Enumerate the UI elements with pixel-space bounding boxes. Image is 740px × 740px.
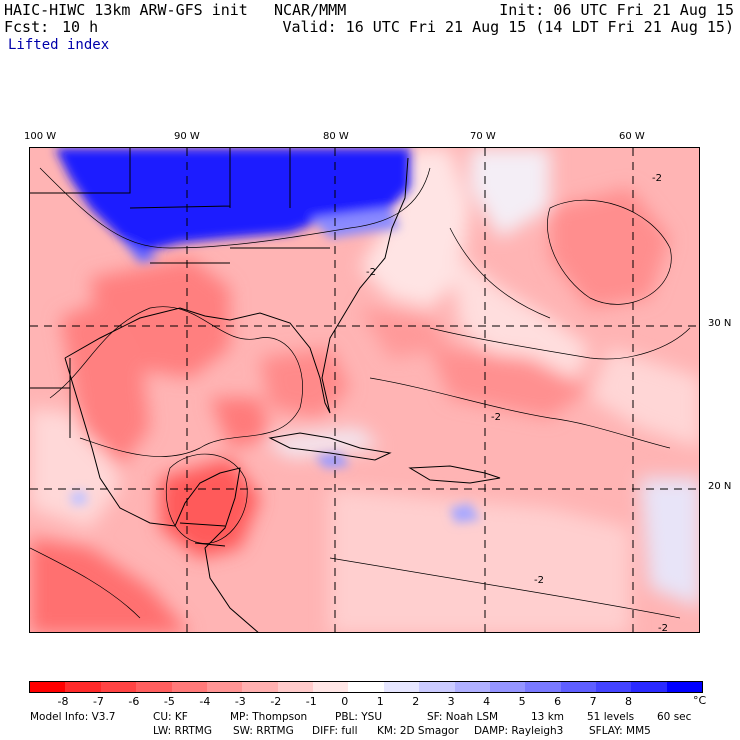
footer-sf: SF: Noah LSM (427, 711, 499, 723)
footer-pbl: PBL: YSU (335, 711, 383, 723)
footer-mp: MP: Thompson (230, 711, 308, 723)
fcst-label: Fcst: (4, 18, 50, 36)
colorbar-tick-label: 5 (518, 695, 526, 708)
footer-model-info: Model Info: V3.7 (30, 711, 116, 723)
colorbar-tick-label: -4 (199, 695, 211, 708)
colorbar-tick-label: 2 (412, 695, 420, 708)
colorbar-tick-label: 1 (376, 695, 384, 708)
field-shading (30, 148, 699, 632)
footer-km: KM: 2D Smagor (377, 725, 459, 737)
footer-levels: 51 levels (587, 711, 635, 723)
footer-cu: CU: KF (153, 711, 188, 723)
footer-sflay: SFLAY: MM5 (589, 725, 651, 737)
colorbar-unit: °C (693, 694, 707, 707)
colorbar-swatch (454, 682, 490, 692)
lat-label-30n: 30 N (708, 318, 732, 329)
footer-resolution: 13 km (531, 711, 565, 723)
colorbar-swatch (30, 682, 66, 692)
colorbar (29, 681, 703, 693)
colorbar-swatch (419, 682, 455, 692)
colorbar-swatch (65, 682, 101, 692)
colorbar-tick-label: 3 (447, 695, 455, 708)
colorbar-tick-label: 6 (554, 695, 562, 708)
contour-label: -2 (366, 267, 376, 278)
colorbar-swatch (348, 682, 384, 692)
stable-region (55, 148, 480, 523)
lat-label-20n: 20 N (708, 481, 732, 492)
contour-label: -2 (658, 623, 668, 633)
colorbar-tick-label: 7 (589, 695, 597, 708)
colorbar-swatch (136, 682, 172, 692)
contour-labels: -2 -2 -2 -2 -2 (366, 173, 668, 633)
colorbar-swatch (489, 682, 526, 692)
contour-label: -2 (534, 575, 544, 586)
colorbar-tick-label: -5 (163, 695, 175, 708)
colorbar-tick-label: -2 (270, 695, 282, 708)
lon-label-90w: 90 W (174, 131, 200, 142)
lon-label-80w: 80 W (323, 131, 349, 142)
coastlines (30, 148, 501, 632)
footer-diff: DIFF: full (312, 725, 358, 737)
field-name: Lifted index (8, 37, 110, 53)
footer-timestep: 60 sec (657, 711, 692, 723)
colorbar-swatch (560, 682, 596, 692)
lon-label-60w: 60 W (619, 131, 645, 142)
valid-time: Valid: 16 UTC Fri 21 Aug 15 (14 LDT Fri … (282, 18, 734, 36)
contour-label: -2 (491, 412, 501, 423)
model-title: HAIC-HIWC 13km ARW-GFS init (4, 1, 248, 19)
colorbar-swatch (171, 682, 207, 692)
colorbar-swatch (383, 682, 420, 692)
fcst-value: 10 h (62, 18, 99, 36)
lifted-index-map: -2 -2 -2 -2 -2 (29, 147, 700, 633)
colorbar-tick-label: -8 (57, 695, 69, 708)
colorbar-tick-label: 8 (625, 695, 633, 708)
lon-label-100w: 100 W (24, 131, 57, 142)
colorbar-tick-label: -7 (92, 695, 104, 708)
colorbar-swatch (631, 682, 667, 692)
colorbar-tick-label: 4 (483, 695, 491, 708)
latlon-grid (30, 148, 699, 632)
colorbar-swatch (206, 682, 243, 692)
footer-damp: DAMP: Rayleigh3 (474, 725, 564, 737)
footer-lw: LW: RRTMG (153, 725, 212, 737)
contour-label: -2 (652, 173, 662, 184)
colorbar-tick-label: -6 (128, 695, 140, 708)
colorbar-swatch (596, 682, 632, 692)
colorbar-swatch (100, 682, 137, 692)
colorbar-swatch (242, 682, 278, 692)
colorbar-tick-label: 0 (341, 695, 349, 708)
colorbar-tick-label: -1 (305, 695, 317, 708)
colorbar-tick-label: -3 (234, 695, 246, 708)
footer-sw: SW: RRTMG (233, 725, 294, 737)
contour-lines (30, 167, 691, 619)
colorbar-swatch (313, 682, 349, 692)
colorbar-swatch (277, 682, 313, 692)
colorbar-swatch (525, 682, 561, 692)
org-label: NCAR/MMM (274, 1, 347, 19)
colorbar-swatch (666, 682, 703, 692)
lon-label-70w: 70 W (470, 131, 496, 142)
init-time: Init: 06 UTC Fri 21 Aug 15 (499, 1, 734, 19)
